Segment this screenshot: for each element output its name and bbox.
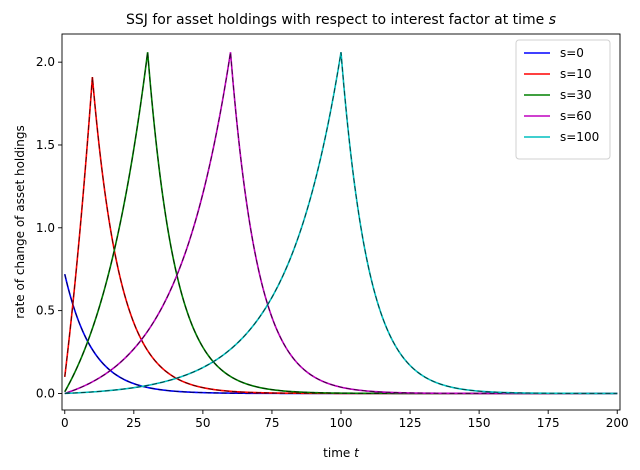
x-tick-label: 125 [399,416,422,430]
legend-label-s10: s=10 [560,67,592,81]
x-tick-label: 150 [468,416,491,430]
x-tick-label: 0 [61,416,69,430]
x-tick-label: 200 [606,416,629,430]
legend-label-s60: s=60 [560,109,592,123]
title-variable: s [549,12,556,28]
title-text: SSJ for asset holdings with respect to i… [126,12,549,28]
legend-label-s30: s=30 [560,88,592,102]
y-tick-label: 0.5 [36,304,55,318]
x-tick-label: 100 [330,416,353,430]
x-tick-label: 50 [195,416,210,430]
y-tick-label: 2.0 [36,55,55,69]
x-axis-label-text: time [323,446,354,460]
series-dashed-overlay-s100 [64,52,618,394]
axes: 0 25 50 75 100 125 150 175 200 0.0 0.5 1.0 1.5 2.0 [36,33,629,430]
x-tick-label: 25 [126,416,141,430]
y-tick-label: 1.0 [36,221,55,235]
x-tick-label: 75 [264,416,279,430]
legend-label-s100: s=100 [560,130,599,144]
y-tick-label: 1.5 [36,138,55,152]
legend-label-s0: s=0 [560,46,584,60]
series-line-s0 [63,273,618,395]
x-axis-label-variable: t [354,446,360,460]
y-axis-label: rate of change of asset holdings [13,125,27,318]
x-tick-label: 175 [537,416,560,430]
chart-title: SSJ for asset holdings with respect to i… [126,12,556,28]
y-tick-label: 0.0 [36,386,55,400]
legend-box [515,39,611,160]
series-dashed-overlay-s30 [64,52,618,394]
series-dashed-overlay-s0 [64,274,618,394]
x-axis-label: time t [323,446,360,460]
legend: s=0 s=10 s=30 s=60 s=100 [515,39,611,160]
plot-area [63,52,618,395]
